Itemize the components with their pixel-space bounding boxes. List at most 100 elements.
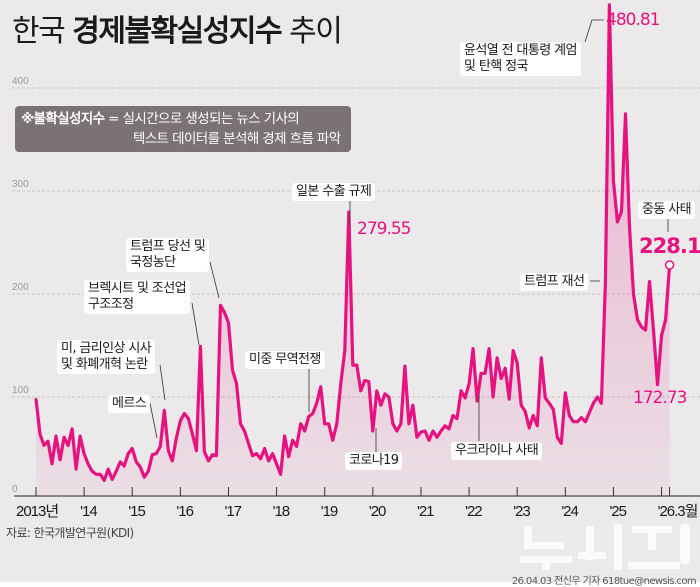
data-point bbox=[491, 395, 495, 399]
data-point bbox=[351, 363, 354, 367]
data-point bbox=[271, 452, 274, 455]
data-point bbox=[528, 426, 531, 430]
data-point bbox=[592, 401, 595, 405]
data-point bbox=[219, 304, 222, 307]
data-point bbox=[199, 345, 202, 348]
data-point bbox=[255, 452, 258, 455]
data-point bbox=[227, 321, 230, 325]
data-point bbox=[127, 452, 130, 455]
data-point bbox=[447, 427, 451, 431]
x-tick-label: '24 bbox=[561, 503, 578, 520]
data-point bbox=[612, 179, 615, 182]
data-point bbox=[42, 444, 46, 447]
data-point bbox=[439, 429, 443, 433]
data-point bbox=[151, 453, 154, 456]
annotation-martial-law: 윤석열 전 대통령 계엄 및 탄핵 정국 bbox=[460, 42, 581, 76]
data-point bbox=[175, 437, 178, 440]
data-point bbox=[119, 460, 122, 464]
data-point bbox=[263, 447, 266, 450]
data-point bbox=[608, 3, 611, 6]
data-point bbox=[403, 364, 407, 368]
data-point bbox=[135, 460, 138, 464]
data-point bbox=[656, 383, 659, 386]
credit-line: 26.04.03 전신우 기자 618tue@newsis.com bbox=[511, 576, 697, 587]
data-point bbox=[540, 356, 543, 360]
data-point bbox=[435, 435, 439, 439]
data-point bbox=[131, 447, 134, 450]
data-point bbox=[191, 432, 194, 436]
data-point bbox=[58, 458, 62, 462]
data-point bbox=[419, 430, 423, 434]
data-point bbox=[98, 473, 102, 476]
data-point bbox=[307, 415, 310, 418]
data-point bbox=[616, 220, 619, 224]
leader-line bbox=[209, 261, 220, 299]
data-point bbox=[319, 385, 322, 388]
data-point bbox=[187, 417, 190, 420]
data-point bbox=[564, 391, 567, 395]
data-point bbox=[644, 328, 647, 332]
x-tick-label: '21 bbox=[417, 503, 434, 520]
data-point bbox=[576, 420, 579, 423]
data-point bbox=[499, 377, 503, 380]
data-point bbox=[636, 318, 639, 321]
definition-line1: 실시간으로 생성되는 뉴스 기사의 bbox=[122, 111, 300, 127]
newsis-watermark-logo bbox=[520, 524, 690, 570]
data-point bbox=[343, 349, 346, 352]
data-point bbox=[335, 422, 338, 425]
data-point bbox=[516, 361, 519, 365]
x-tick-label: '23 bbox=[513, 503, 530, 520]
annotation-trump-reelected: 트럼프 재선 bbox=[520, 273, 589, 291]
data-point bbox=[443, 424, 447, 428]
data-point bbox=[455, 417, 459, 420]
data-point bbox=[507, 397, 511, 401]
data-point bbox=[479, 372, 483, 375]
data-point bbox=[604, 281, 607, 284]
data-point bbox=[235, 382, 238, 385]
data-point bbox=[511, 349, 515, 352]
page-title: 한국 경제불확실성지수 추이 bbox=[12, 14, 343, 49]
data-point bbox=[102, 479, 106, 482]
data-point bbox=[239, 422, 242, 425]
data-point bbox=[660, 334, 663, 337]
data-point bbox=[34, 397, 38, 401]
annotation-trump-elected: 트럼프 당선 및 국정농단 bbox=[126, 238, 210, 272]
data-point bbox=[207, 459, 210, 463]
data-point bbox=[620, 210, 623, 213]
data-point bbox=[359, 389, 363, 393]
data-point bbox=[147, 469, 150, 473]
data-point bbox=[383, 392, 387, 396]
data-point bbox=[74, 467, 78, 471]
data-point bbox=[155, 452, 158, 455]
data-point bbox=[106, 467, 110, 471]
leader-line bbox=[584, 19, 604, 43]
data-point bbox=[423, 429, 427, 433]
data-point bbox=[347, 210, 350, 214]
data-point bbox=[600, 401, 603, 405]
data-point bbox=[560, 442, 563, 445]
data-point bbox=[544, 396, 547, 400]
data-point bbox=[299, 422, 302, 425]
latest-data-point bbox=[664, 260, 675, 270]
data-point bbox=[315, 401, 318, 405]
x-tick-label: '20 bbox=[369, 503, 386, 520]
data-point bbox=[203, 450, 206, 453]
data-point bbox=[283, 434, 286, 438]
data-point bbox=[223, 311, 226, 314]
annotation-japan-export: 일본 수출 규제 bbox=[292, 183, 376, 201]
data-point bbox=[664, 318, 667, 321]
data-point bbox=[323, 422, 326, 425]
data-point bbox=[331, 439, 334, 442]
data-point bbox=[211, 453, 214, 456]
data-point bbox=[640, 325, 643, 329]
x-tick-label: '14 bbox=[80, 503, 97, 520]
data-point bbox=[536, 424, 539, 428]
data-point bbox=[82, 452, 86, 455]
data-point bbox=[275, 462, 278, 466]
data-point bbox=[399, 422, 403, 425]
definition-box: ※불확실성지수 = 실시간으로 생성되는 뉴스 기사의 텍스트 데이터를 분석해… bbox=[15, 106, 351, 152]
x-tick-label: '25 bbox=[609, 503, 626, 520]
annotation-covid: 코로나19 bbox=[345, 452, 403, 470]
annotation-trade-war: 미중 무역전쟁 bbox=[245, 351, 325, 369]
source-note: 자료: 한국개발연구원(KDI) bbox=[6, 526, 134, 540]
